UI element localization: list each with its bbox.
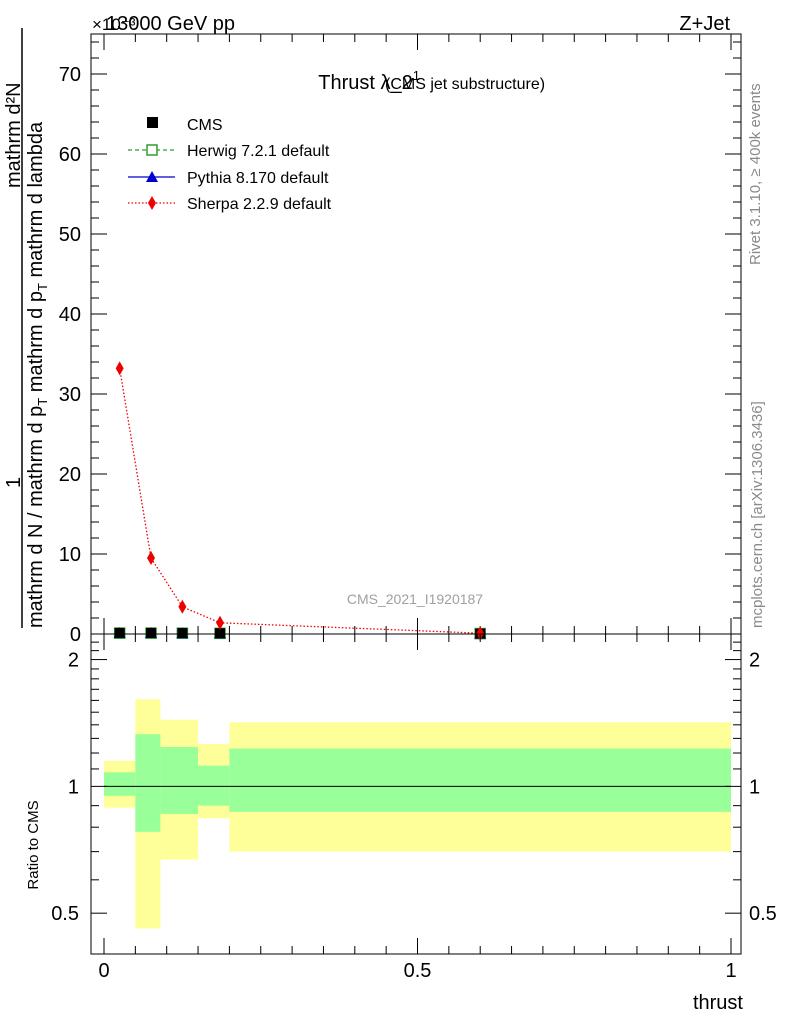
ratio-bands xyxy=(104,699,731,929)
ylabel-top: mathrm d²N xyxy=(3,82,25,188)
ratio-panel-frame xyxy=(90,633,742,955)
main-ytick-label: 10 xyxy=(59,544,81,566)
ratio-inner-band xyxy=(198,765,230,806)
ratio-xtick-label: 1 xyxy=(725,960,736,982)
cms-point xyxy=(177,628,188,639)
sherpa-point xyxy=(215,615,224,630)
sherpa-point xyxy=(476,626,485,641)
header-right: Z+Jet xyxy=(679,13,730,35)
ratio-ytick-label-right: 1 xyxy=(749,776,760,798)
main-ytick-label: 50 xyxy=(59,224,81,246)
ratio-ytick-label-left: 2 xyxy=(68,650,79,672)
x-axis-label: thrust xyxy=(693,992,743,1014)
legend-pythia-marker xyxy=(146,171,158,182)
cms-point xyxy=(146,627,157,638)
legend-herwig-marker xyxy=(146,144,158,156)
ratio-inner-band xyxy=(135,734,161,832)
plot-subtitle: (CMS jet substructure) xyxy=(385,76,545,93)
legend-sherpa-label: Sherpa 2.2.9 default xyxy=(187,196,332,213)
ratio-ytick-label-left: 1 xyxy=(68,776,79,798)
main-ytick-label: 30 xyxy=(59,384,81,406)
legend-sherpa-marker xyxy=(148,196,156,210)
sherpa-point xyxy=(147,551,156,565)
sherpa-point xyxy=(178,599,187,614)
main-ytick-label: 20 xyxy=(59,464,81,486)
legend-pythia-label: Pythia 8.170 default xyxy=(187,170,329,187)
ratio-ytick-label-left: 0.5 xyxy=(51,903,79,925)
ratio-xtick-label: 0.5 xyxy=(404,960,432,982)
main-ylabel: 1 mathrm d²N mathrm d N / mathrm d pT ma… xyxy=(3,28,50,628)
rivet-label: Rivet 3.1.10, ≥ 400k events xyxy=(747,83,764,265)
ratio-xtick-label: 0 xyxy=(98,960,109,982)
ylabel-denominator: mathrm d N / mathrm d pT mathrm d pT mat… xyxy=(25,121,50,628)
legend: CMS Herwig 7.2.1 default Pythia 8.170 de… xyxy=(128,117,332,213)
ratio-inner-band xyxy=(104,772,136,796)
main-ytick-labels: 0 10 20 30 40 50 60 70 xyxy=(59,64,81,646)
exponent-label: ×10⁻³ xyxy=(92,15,136,34)
ratio-inner-band xyxy=(229,748,731,812)
ratio-ylabel: Ratio to CMS xyxy=(25,800,42,889)
ratio-ytick-label-right: 0.5 xyxy=(749,903,777,925)
cms-point xyxy=(114,627,125,638)
analysis-watermark: CMS_2021_I1920187 xyxy=(347,591,483,607)
legend-cms-label: CMS xyxy=(187,117,223,134)
ratio-ytick-label-right: 2 xyxy=(749,650,760,672)
ratio-inner-band xyxy=(160,747,199,814)
plot-title: Thrust λ_21 xyxy=(318,68,420,94)
main-ytick-label: 60 xyxy=(59,144,81,166)
main-ytick-label: 0 xyxy=(70,624,81,646)
ratio-axis-ticks xyxy=(91,634,741,955)
sherpa-point xyxy=(115,361,124,376)
ylabel-numerator: 1 xyxy=(3,477,25,488)
main-ytick-label: 40 xyxy=(59,304,81,326)
cms-point xyxy=(214,628,225,639)
header-left: 13000 GeV pp xyxy=(106,13,235,35)
ratio-tick-labels: 0.5 0.5 1 1 2 2 0 0.5 1 xyxy=(51,650,777,982)
mcplots-label: mcplots.cern.ch [arXiv:1306.3436] xyxy=(749,401,766,628)
main-ytick-label: 70 xyxy=(59,64,81,86)
legend-cms-marker xyxy=(147,117,158,128)
legend-herwig-label: Herwig 7.2.1 default xyxy=(187,143,330,160)
